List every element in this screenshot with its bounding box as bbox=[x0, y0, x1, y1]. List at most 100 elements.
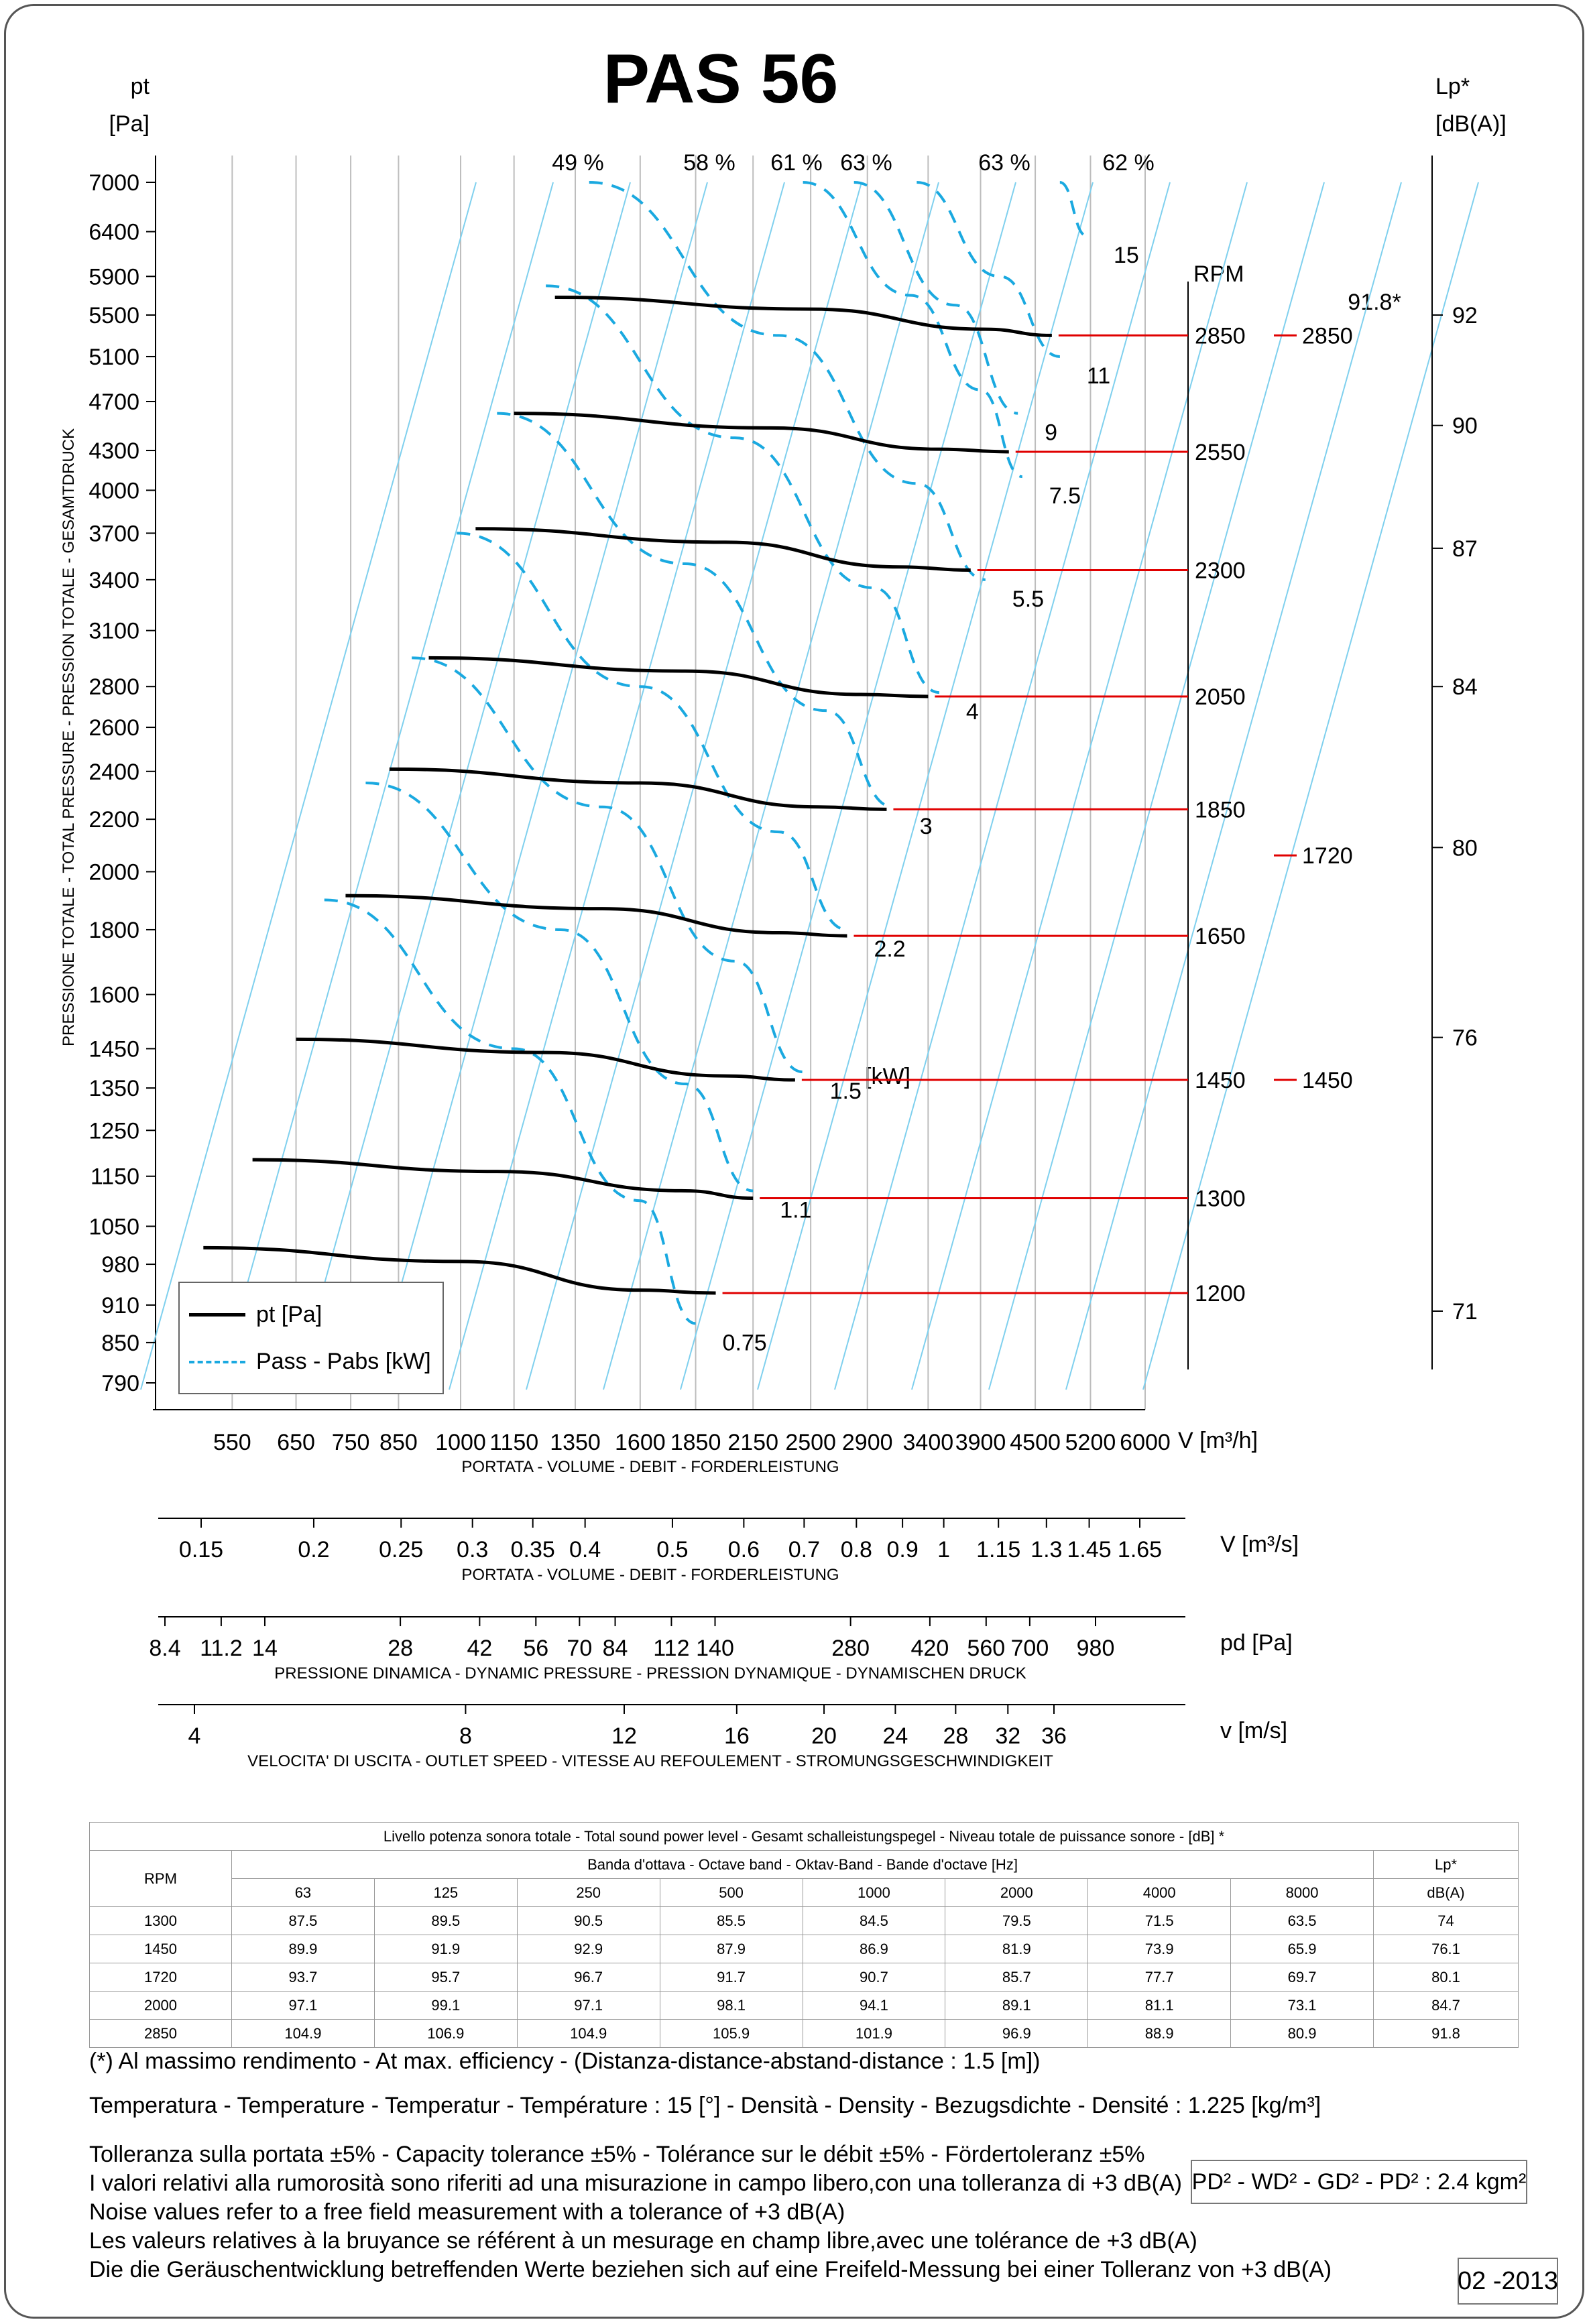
secondary-scale-label: pd [Pa] bbox=[1220, 1630, 1293, 1656]
table-cell: 81.9 bbox=[945, 1935, 1089, 1963]
secondary-tick-label: 32 bbox=[995, 1723, 1020, 1749]
table-cell: 85.5 bbox=[659, 1906, 803, 1935]
note-tolerance-1: Tolleranza sulla portata ±5% - Capacity … bbox=[89, 2142, 1145, 2167]
secondary-scale-caption: PORTATA - VOLUME - DEBIT - FORDERLEISTUN… bbox=[461, 1566, 839, 1584]
table-band-125: 125 bbox=[373, 1878, 518, 1907]
x-axis-label: V [m³/h] bbox=[1178, 1428, 1258, 1453]
table-row: 1720 93.7 95.7 96.7 91.7 90.7 85.7 77.7 69.7 80.1 bbox=[89, 1963, 1519, 1992]
efficiency-label: 61 % bbox=[770, 150, 823, 176]
resistance-line bbox=[680, 182, 1016, 1390]
power-label-7.5: 7.5 bbox=[1049, 483, 1081, 509]
y-tick-label: 3100 bbox=[89, 619, 139, 644]
resistance-line bbox=[140, 182, 477, 1390]
secondary-tick-label: 0.7 bbox=[788, 1537, 820, 1563]
legend-item-power: Pass - Pabs [kW] bbox=[189, 1349, 431, 1375]
y-tick-label: 1050 bbox=[89, 1214, 139, 1239]
resistance-line bbox=[217, 182, 554, 1390]
table-cell: 89.5 bbox=[373, 1906, 518, 1935]
resistance-line bbox=[1065, 182, 1402, 1390]
table-cell: 73.9 bbox=[1087, 1935, 1232, 1963]
resistance-line bbox=[834, 182, 1171, 1390]
table-band-row: RPM Banda d'ottava - Octave band - Oktav… bbox=[89, 1850, 1519, 1907]
power-curve-2.2 bbox=[457, 532, 847, 931]
secondary-tick-label: 0.5 bbox=[656, 1537, 688, 1563]
resistance-line bbox=[603, 182, 939, 1390]
x-tick-label: 3900 bbox=[955, 1430, 1006, 1455]
table-cell: 71.5 bbox=[1087, 1906, 1232, 1935]
table-band-250: 250 bbox=[516, 1878, 660, 1907]
chart-legend: pt [Pa] Pass - Pabs [kW] bbox=[178, 1282, 444, 1394]
table-band-500: 500 bbox=[659, 1878, 803, 1907]
power-curve-0.75 bbox=[324, 898, 696, 1325]
sound-table-body: Livello potenza sonora totale - Total so… bbox=[89, 1822, 1519, 2048]
table-cell: 89.1 bbox=[945, 1991, 1089, 2020]
table-cell: 1450 bbox=[89, 1935, 232, 1963]
secondary-tick-label: 1.65 bbox=[1118, 1537, 1162, 1563]
secondary-tick-label: 0.6 bbox=[728, 1537, 760, 1563]
secondary-tick-label: 14 bbox=[252, 1636, 278, 1661]
efficiency-label: 63 % bbox=[978, 150, 1030, 176]
secondary-tick-label: 12 bbox=[611, 1723, 637, 1749]
x-tick-label: 650 bbox=[277, 1430, 315, 1455]
y-tick-label: 850 bbox=[101, 1331, 139, 1356]
table-cell: 65.9 bbox=[1230, 1935, 1374, 1963]
table-cell: 80.9 bbox=[1230, 2019, 1374, 2048]
secondary-tick-label: 1.15 bbox=[976, 1537, 1020, 1563]
secondary-tick-label: 42 bbox=[467, 1636, 492, 1661]
x-tick-label: 1000 bbox=[435, 1430, 486, 1455]
secondary-tick-label: 0.2 bbox=[298, 1537, 329, 1563]
table-cell: 97.1 bbox=[516, 1991, 660, 2020]
resistance-line bbox=[911, 182, 1248, 1390]
rpm-label-1850: 1850 bbox=[1195, 797, 1246, 822]
secondary-tick-label: 24 bbox=[883, 1723, 908, 1749]
legend-swatch-power bbox=[189, 1360, 245, 1363]
secondary-tick-label: 0.15 bbox=[179, 1537, 223, 1563]
table-band-4000: 4000 bbox=[1087, 1878, 1232, 1907]
rpm-label-1300: 1300 bbox=[1195, 1186, 1246, 1212]
secondary-tick-label: 560 bbox=[967, 1636, 1005, 1661]
table-cell: 101.9 bbox=[802, 2019, 946, 2048]
y-tick-label: 5100 bbox=[89, 345, 139, 370]
pt-curve-2550 bbox=[514, 412, 1009, 454]
table-cell: 91.7 bbox=[659, 1963, 803, 1992]
inertia-box: PD² - WD² - GD² - PD² : 2.4 kgm² bbox=[1191, 2160, 1527, 2204]
efficiency-label: 49 % bbox=[552, 150, 604, 176]
db-tick-label: 92 bbox=[1452, 303, 1478, 328]
table-cell: 86.9 bbox=[802, 1935, 946, 1963]
secondary-tick-label: 56 bbox=[523, 1636, 548, 1661]
db-tick-label: 80 bbox=[1452, 835, 1478, 861]
secondary-tick-label: 0.3 bbox=[457, 1537, 488, 1563]
x-tick-label: 1150 bbox=[489, 1430, 538, 1455]
x-tick-label: 2500 bbox=[785, 1430, 836, 1455]
power-label-4: 4 bbox=[966, 699, 979, 725]
table-cell: 90.7 bbox=[802, 1963, 946, 1992]
table-cell: 88.9 bbox=[1087, 2019, 1232, 2048]
y-tick-label: 7000 bbox=[89, 170, 139, 196]
side-rpm-label: 1450 bbox=[1302, 1068, 1353, 1093]
secondary-scale-caption: PRESSIONE DINAMICA - DYNAMIC PRESSURE - … bbox=[274, 1664, 1026, 1683]
table-band-8000: 8000 bbox=[1230, 1878, 1374, 1907]
x-tick-label: 6000 bbox=[1120, 1430, 1171, 1455]
secondary-tick-label: 20 bbox=[811, 1723, 837, 1749]
y-tick-label: 5500 bbox=[89, 303, 139, 328]
table-cell: 104.9 bbox=[231, 2019, 375, 2048]
x-tick-label: 3400 bbox=[903, 1430, 954, 1455]
x-tick-label: 2900 bbox=[842, 1430, 893, 1455]
left-axis-unit-bottom: [Pa] bbox=[109, 111, 150, 137]
table-cell: 84.5 bbox=[802, 1906, 946, 1935]
power-label-1.5: 1.5 bbox=[830, 1079, 862, 1104]
table-cell: 80.1 bbox=[1373, 1963, 1519, 1992]
table-band-63: 63 bbox=[231, 1878, 375, 1907]
secondary-scale-label: v [m/s] bbox=[1220, 1718, 1287, 1744]
power-label-2.2: 2.2 bbox=[874, 936, 905, 962]
secondary-tick-label: 0.9 bbox=[886, 1537, 918, 1563]
x-tick-label: 1350 bbox=[550, 1430, 601, 1455]
y-tick-label: 1250 bbox=[89, 1118, 139, 1144]
efficiency-label: 58 % bbox=[683, 150, 735, 176]
power-curve-9 bbox=[853, 181, 1018, 415]
secondary-tick-label: 0.4 bbox=[569, 1537, 601, 1563]
secondary-tick-label: 0.25 bbox=[379, 1537, 423, 1563]
y-tick-label: 980 bbox=[101, 1252, 139, 1278]
table-rpm-header: RPM bbox=[89, 1850, 232, 1907]
y-tick-label: 3400 bbox=[89, 568, 139, 593]
